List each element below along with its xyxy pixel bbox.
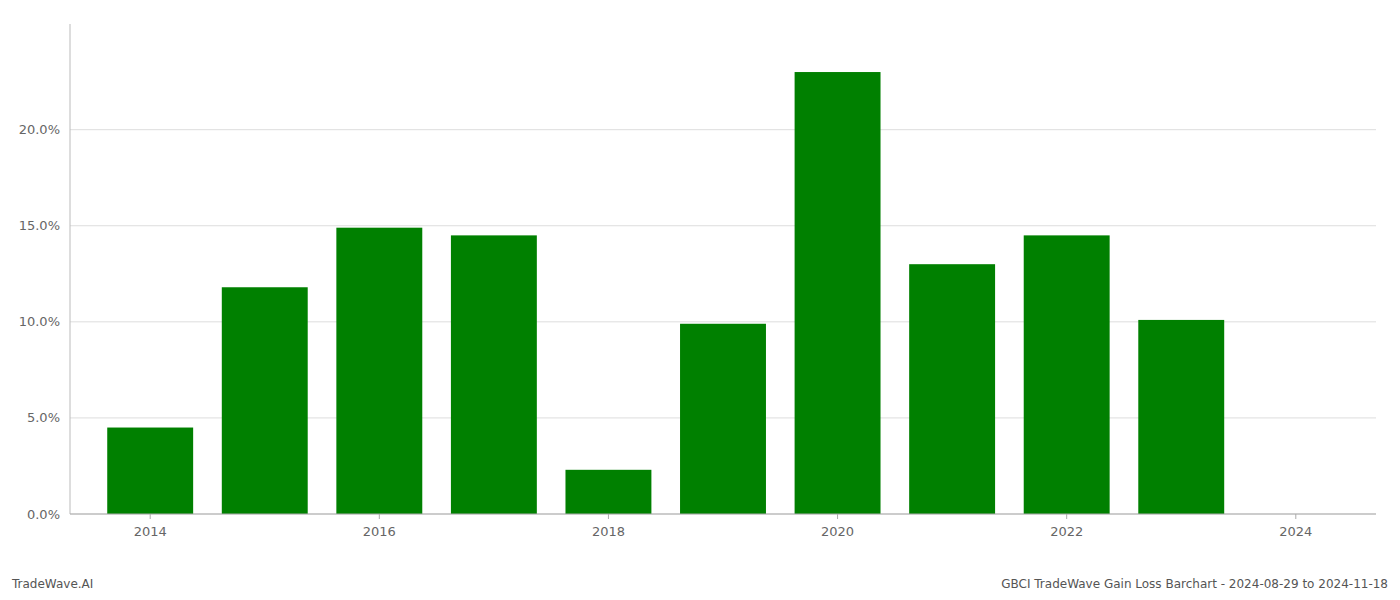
y-tick-label: 15.0%: [19, 218, 60, 233]
bar: [451, 235, 537, 514]
bar: [795, 72, 881, 514]
x-tick: [1295, 514, 1296, 519]
y-tick-label: 10.0%: [19, 314, 60, 329]
bar: [222, 287, 308, 514]
y-tick-label: 5.0%: [27, 410, 60, 425]
bar: [1138, 320, 1224, 514]
footer-right: GBCI TradeWave Gain Loss Barchart - 2024…: [1001, 577, 1388, 591]
x-tick-label: 2016: [363, 524, 396, 539]
x-tick: [1066, 514, 1067, 519]
y-grid: [70, 130, 1376, 514]
x-tick-label: 2020: [821, 524, 854, 539]
grid-line: [70, 129, 1376, 130]
bar: [1024, 235, 1110, 514]
footer-left: TradeWave.AI: [11, 577, 93, 591]
grid-line: [70, 514, 1376, 515]
x-tick: [379, 514, 380, 519]
bar: [565, 470, 651, 514]
x-tick-label: 2022: [1050, 524, 1083, 539]
x-tick-label: 2024: [1279, 524, 1312, 539]
y-tick-label: 20.0%: [19, 122, 60, 137]
x-tick: [608, 514, 609, 519]
x-ticks: 2014 2016 2018 2020 2022 2024: [134, 514, 1313, 539]
y-tick-labels: 0.0% 5.0% 10.0% 15.0% 20.0%: [19, 122, 60, 521]
x-tick-label: 2018: [592, 524, 625, 539]
y-axis-line: [70, 24, 71, 514]
y-tick-label: 0.0%: [27, 507, 60, 522]
chart-container: 0.0%5.0%10.0%15.0%20.0%20142016201820202…: [0, 0, 1400, 600]
bar: [680, 324, 766, 514]
bar: [909, 264, 995, 514]
chart: 0.0%5.0%10.0%15.0%20.0%20142016201820202…: [0, 0, 1400, 600]
x-axis-line: [70, 514, 1376, 515]
grid-line: [70, 225, 1376, 226]
bars: [107, 72, 1224, 514]
x-tick: [837, 514, 838, 519]
bar: [107, 428, 193, 514]
x-tick-label: 2014: [134, 524, 167, 539]
x-tick: [150, 514, 151, 519]
bar: [336, 228, 422, 514]
